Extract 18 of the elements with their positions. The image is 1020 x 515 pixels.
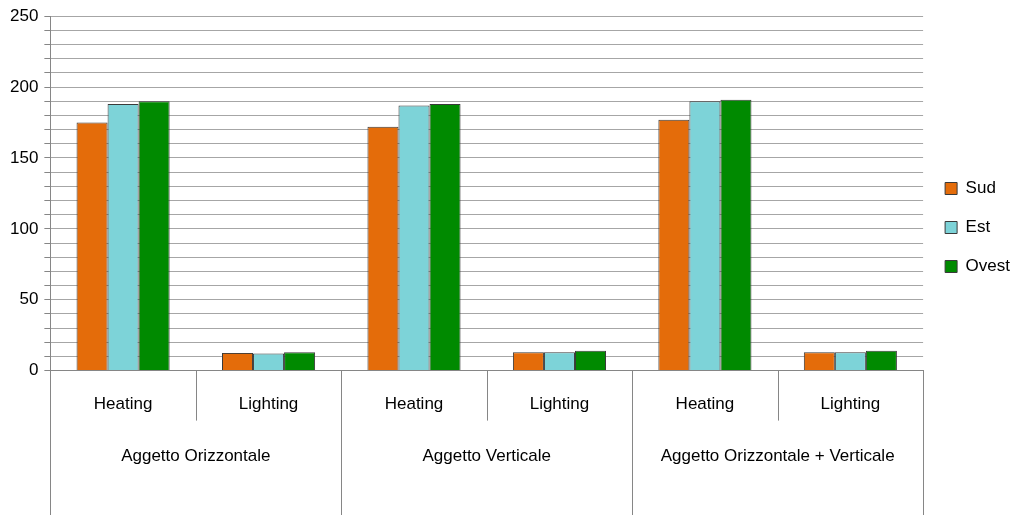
x-tick-label: Lighting bbox=[820, 394, 881, 414]
text: Aggetto Orizzontale + Verticale bbox=[660, 446, 895, 466]
x-tick-label: Heating bbox=[384, 394, 444, 414]
x-tick-label: Heating bbox=[675, 394, 735, 414]
text: Aggetto Orizzontale bbox=[121, 446, 271, 466]
legend-label: Ovest bbox=[965, 256, 1011, 276]
y-tick-label: 250 bbox=[9, 5, 39, 25]
legend-label: Sud bbox=[965, 178, 996, 198]
y-tick-label: 0 bbox=[28, 360, 39, 380]
x-tick-label: Heating bbox=[93, 394, 153, 414]
text: Aggetto Verticale bbox=[422, 446, 551, 466]
y-tick-label: 150 bbox=[9, 147, 39, 167]
legend-label: Est bbox=[965, 217, 991, 237]
x-tick-label: Lighting bbox=[529, 394, 590, 414]
x-tick-label: Lighting bbox=[238, 394, 299, 414]
y-tick-label: 200 bbox=[9, 76, 39, 96]
y-tick-label: 100 bbox=[9, 218, 39, 238]
y-tick-label: 50 bbox=[19, 289, 39, 309]
